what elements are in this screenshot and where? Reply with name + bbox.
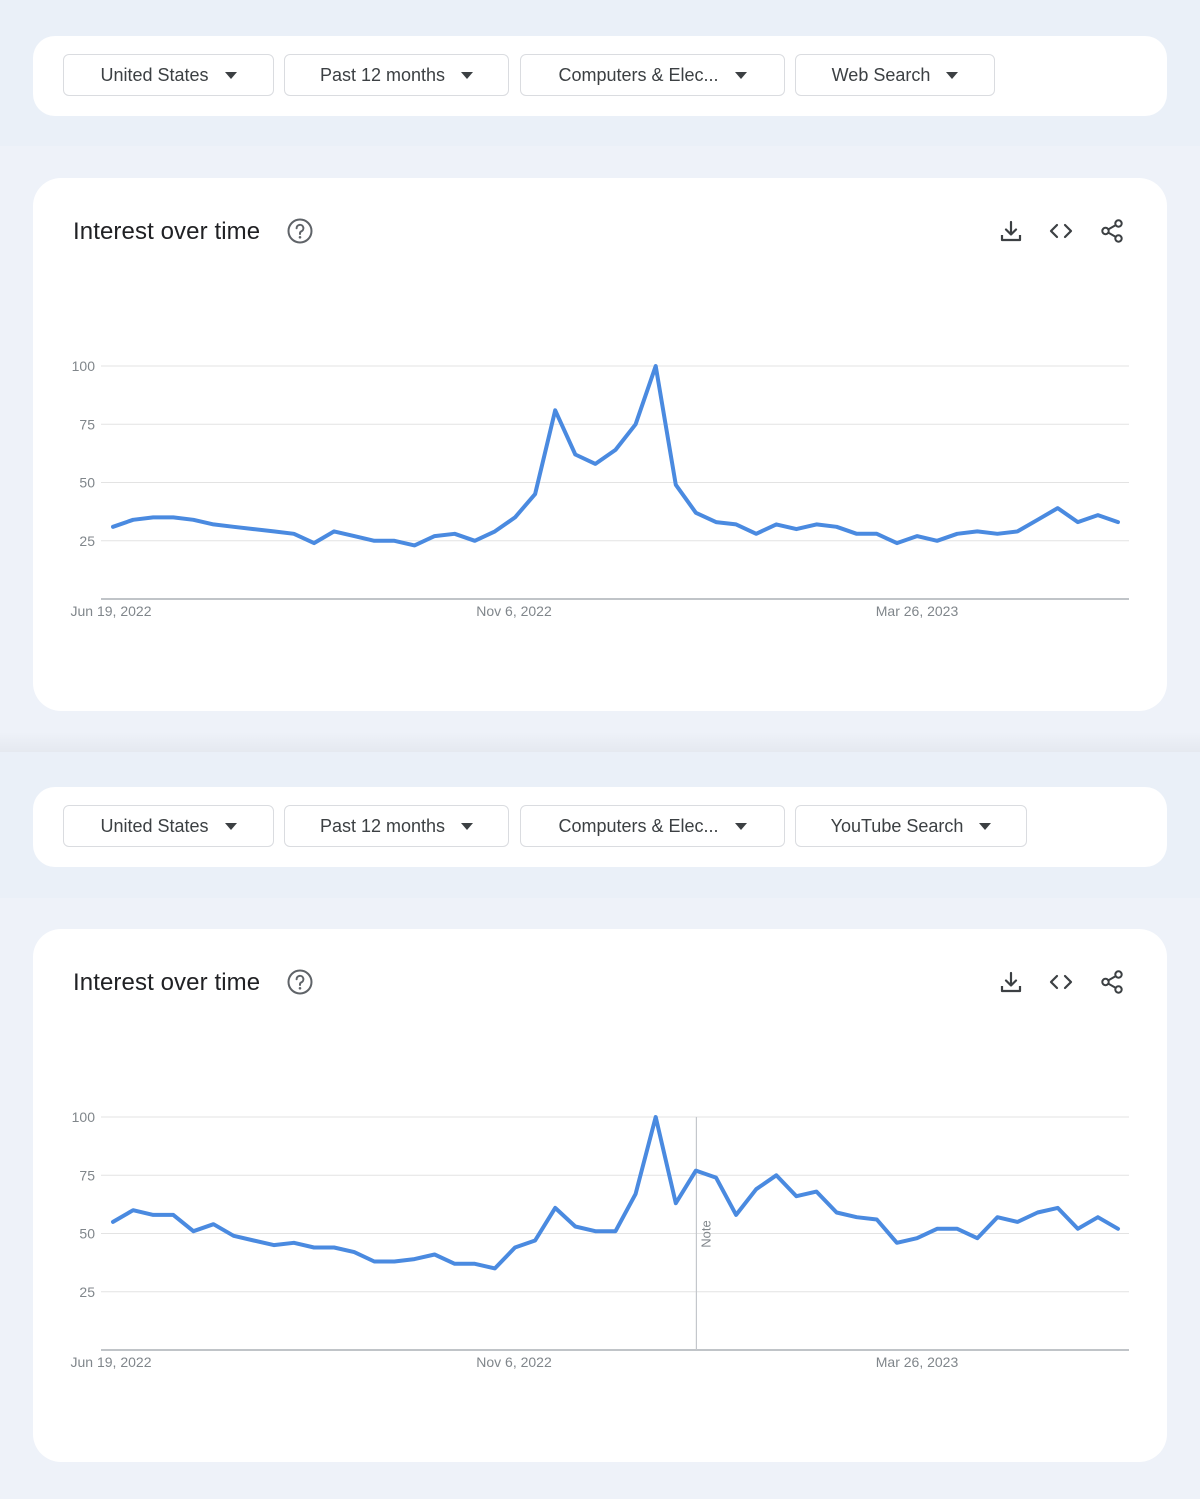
download-icon[interactable]	[998, 969, 1024, 995]
category-filter[interactable]: Computers & Elec...	[520, 805, 785, 847]
line-chart: 100 75 50 25 Jun 19, 2022 Nov 6, 2022 Mar 26, …	[71, 358, 1129, 619]
region-filter[interactable]: United States	[63, 54, 274, 96]
card-title: Interest over time	[73, 969, 261, 996]
category-filter-label: Computers & Elec...	[558, 64, 719, 85]
category-filter-label: Computers & Elec...	[558, 815, 719, 836]
dropdown-caret-icon	[461, 71, 474, 79]
series-line[interactable]	[111, 364, 1120, 548]
dropdown-caret-icon	[946, 71, 959, 79]
time-range-filter[interactable]: Past 12 months	[284, 54, 509, 96]
dropdown-caret-icon	[224, 822, 237, 830]
y-tick-label: 50	[79, 475, 95, 491]
share-icon[interactable]	[1099, 218, 1125, 244]
x-tick-label: Mar 26, 2023	[876, 603, 959, 619]
y-tick-label: 100	[72, 358, 96, 374]
region-filter[interactable]: United States	[63, 805, 274, 847]
filter-bar: United States Past 12 months Computers &…	[33, 36, 1167, 116]
y-tick-label: 25	[79, 533, 95, 549]
search-type-filter[interactable]: Web Search	[795, 54, 995, 96]
y-tick-label: 100	[72, 1109, 96, 1125]
dropdown-caret-icon	[224, 71, 237, 79]
y-tick-label: 25	[79, 1284, 95, 1300]
time-range-filter-label: Past 12 months	[319, 64, 446, 85]
note-marker-label[interactable]: Note	[698, 1220, 713, 1247]
region-filter-label: United States	[100, 815, 209, 836]
y-tick-label: 75	[79, 416, 95, 432]
x-tick-label: Nov 6, 2022	[476, 1354, 552, 1370]
search-type-filter-label: Web Search	[831, 64, 931, 85]
help-circle-icon[interactable]	[287, 218, 313, 244]
category-filter[interactable]: Computers & Elec...	[520, 54, 785, 96]
embed-code-icon[interactable]	[1048, 218, 1074, 244]
series-line[interactable]	[111, 1115, 1120, 1271]
time-range-filter-label: Past 12 months	[319, 815, 446, 836]
help-circle-icon[interactable]	[287, 969, 313, 995]
dropdown-caret-icon	[461, 822, 474, 830]
x-tick-label: Mar 26, 2023	[876, 1354, 959, 1370]
region-filter-label: United States	[100, 64, 209, 85]
interest-over-time-card: Interest over time 100 75 50 25 Jun 19, 2022…	[33, 178, 1167, 711]
dropdown-caret-icon	[734, 71, 747, 79]
dropdown-caret-icon	[979, 822, 992, 830]
x-tick-label: Jun 19, 2022	[71, 603, 152, 619]
y-tick-label: 50	[79, 1226, 95, 1242]
search-type-filter[interactable]: YouTube Search	[795, 805, 1027, 847]
embed-code-icon[interactable]	[1048, 969, 1074, 995]
line-chart: 100 75 50 25 Jun 19, 2022 Nov 6, 2022 Mar 26, …	[71, 1109, 1129, 1370]
filter-bar: United States Past 12 months Computers &…	[33, 787, 1167, 867]
x-tick-label: Jun 19, 2022	[71, 1354, 152, 1370]
x-tick-label: Nov 6, 2022	[476, 603, 552, 619]
search-type-filter-label: YouTube Search	[830, 815, 964, 836]
y-tick-label: 75	[79, 1167, 95, 1183]
card-title: Interest over time	[73, 218, 261, 245]
time-range-filter[interactable]: Past 12 months	[284, 805, 509, 847]
download-icon[interactable]	[998, 218, 1024, 244]
dropdown-caret-icon	[734, 822, 747, 830]
interest-over-time-card: Interest over time 100 75 50 25 Jun 19, 2022…	[33, 929, 1167, 1462]
share-icon[interactable]	[1099, 969, 1125, 995]
